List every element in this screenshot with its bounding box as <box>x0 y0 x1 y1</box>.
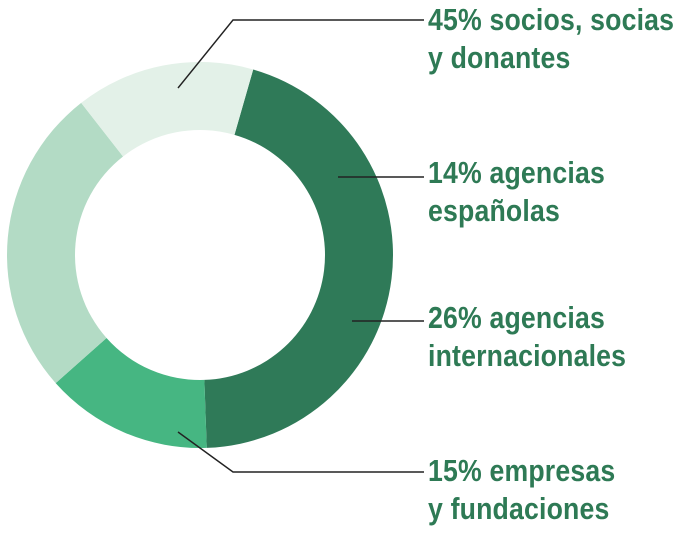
label-socios-line2: y donantes <box>428 40 571 75</box>
label-empresas-line1: 15% empresas <box>428 453 616 488</box>
slice-agencias-espanolas <box>55 337 207 448</box>
label-agencias-internacionales-line2: internacionales <box>428 338 627 373</box>
label-agencias-espanolas-line2: españolas <box>428 193 560 228</box>
leader-empresas <box>177 431 424 473</box>
slice-socios <box>204 69 393 448</box>
label-socios: 45% socios, socias y donantes <box>428 1 674 77</box>
slice-agencias-internacionales <box>6 102 124 384</box>
label-socios-line1: 45% socios, socias <box>428 2 675 37</box>
label-empresas-line2: y fundaciones <box>428 491 610 526</box>
label-agencias-espanolas: 14% agencias españolas <box>428 154 605 230</box>
label-agencias-espanolas-line1: 14% agencias <box>428 155 605 190</box>
label-agencias-internacionales-line1: 26% agencias <box>428 300 605 335</box>
slice-empresas <box>81 61 254 157</box>
label-agencias-internacionales: 26% agencias internacionales <box>428 299 626 375</box>
leader-socios <box>177 19 424 89</box>
label-empresas: 15% empresas y fundaciones <box>428 452 615 528</box>
